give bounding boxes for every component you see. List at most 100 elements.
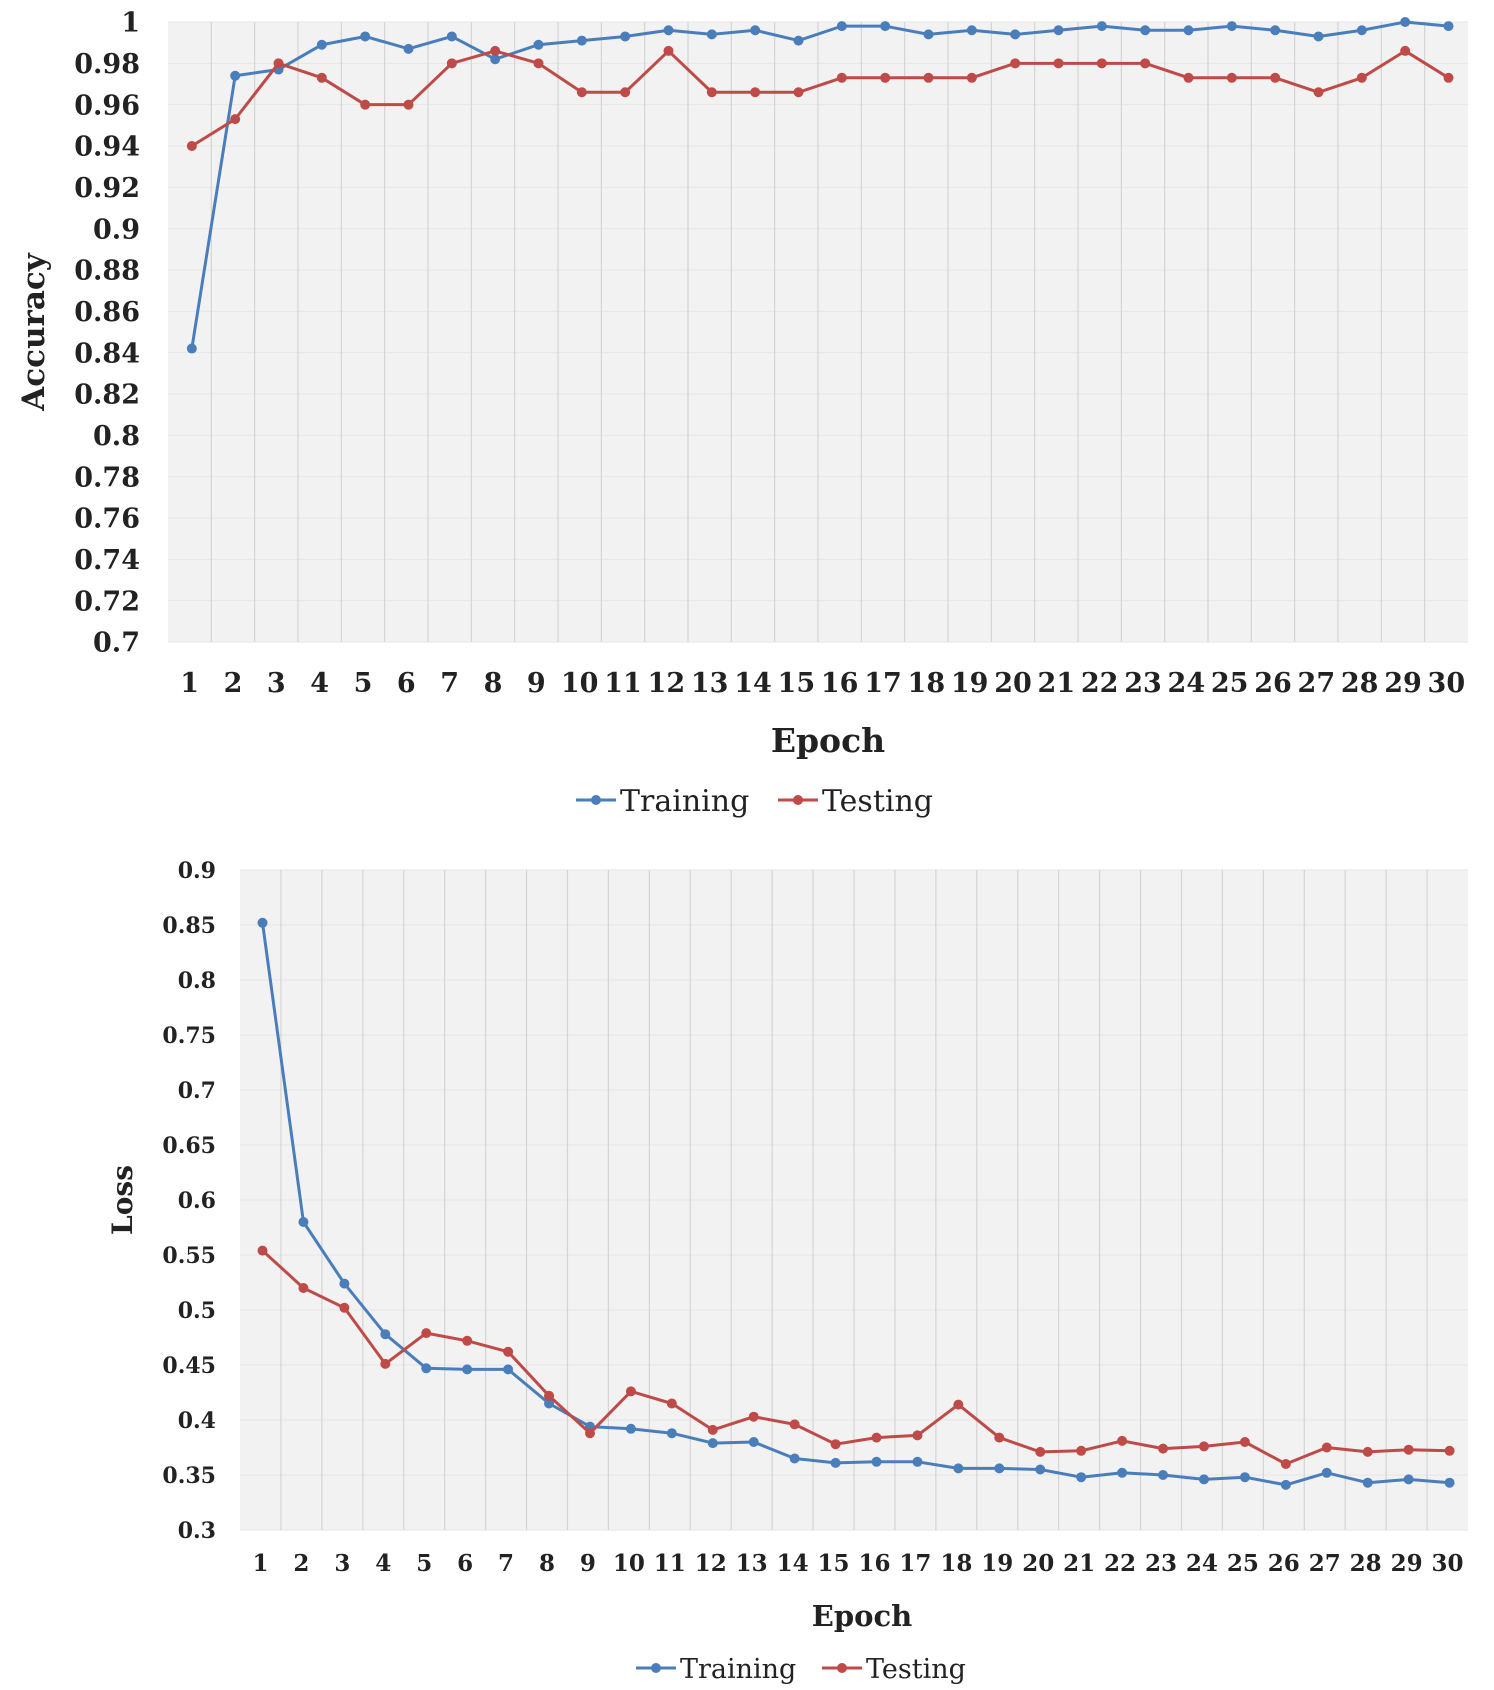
x-tick-label: 18 bbox=[940, 1550, 972, 1577]
data-point-training bbox=[1158, 1470, 1169, 1480]
data-point-training bbox=[230, 70, 241, 81]
data-point-training bbox=[533, 39, 544, 50]
y-tick-label: 0.8 bbox=[178, 968, 216, 994]
data-point-training bbox=[1183, 25, 1194, 36]
y-tick-label: 0.72 bbox=[74, 586, 140, 617]
data-point-testing bbox=[403, 99, 414, 110]
legend-training-marker bbox=[651, 1663, 661, 1673]
data-point-training bbox=[1270, 25, 1281, 36]
x-tick-label: 27 bbox=[1298, 668, 1336, 699]
y-tick-label: 0.78 bbox=[74, 462, 140, 493]
x-axis-title: Epoch bbox=[771, 721, 885, 760]
data-point-training bbox=[1400, 17, 1411, 27]
x-tick-label: 30 bbox=[1432, 1550, 1464, 1577]
x-tick-label: 17 bbox=[899, 1550, 931, 1577]
data-point-testing bbox=[836, 72, 847, 83]
data-point-training bbox=[1140, 25, 1151, 36]
legend-training-marker bbox=[591, 795, 601, 805]
data-point-training bbox=[186, 343, 197, 354]
y-axis-title: Loss bbox=[106, 1165, 139, 1235]
y-tick-label: 0.7 bbox=[178, 1078, 216, 1104]
data-point-training bbox=[298, 1217, 309, 1227]
data-point-testing bbox=[912, 1430, 923, 1441]
data-point-testing bbox=[1117, 1435, 1128, 1446]
data-point-testing bbox=[1280, 1459, 1291, 1469]
x-tick-labels: 1 2 3 4 5 6 7 8 9 10 11 12 13 14 15 16 17 18 19 20 21 22 23 24 2… bbox=[180, 668, 1465, 699]
data-point-training bbox=[544, 1398, 555, 1409]
data-point-training bbox=[257, 917, 268, 928]
data-point-training bbox=[748, 1437, 759, 1447]
x-tick-label: 4 bbox=[375, 1550, 391, 1577]
data-point-testing bbox=[1400, 45, 1411, 56]
y-tick-label: 0.45 bbox=[162, 1353, 216, 1379]
data-point-testing bbox=[1443, 72, 1454, 83]
data-point-training bbox=[446, 31, 457, 42]
data-point-training bbox=[666, 1428, 677, 1439]
data-point-training bbox=[360, 31, 371, 42]
x-tick-label: 7 bbox=[440, 668, 459, 699]
data-point-testing bbox=[707, 1424, 718, 1435]
data-point-testing bbox=[880, 72, 891, 83]
data-point-testing bbox=[257, 1245, 268, 1256]
legend: Training Testing bbox=[576, 784, 933, 819]
y-tick-label: 0.96 bbox=[74, 90, 140, 121]
data-point-testing bbox=[830, 1439, 841, 1450]
series-group bbox=[257, 917, 1455, 1490]
series-group bbox=[186, 17, 1454, 354]
data-point-training bbox=[912, 1456, 923, 1467]
data-point-testing bbox=[186, 141, 197, 151]
y-tick-label: 0.5 bbox=[178, 1298, 216, 1324]
data-point-training bbox=[966, 25, 977, 36]
x-tick-label: 2 bbox=[293, 1550, 309, 1577]
data-point-training bbox=[1444, 1477, 1455, 1488]
data-point-testing bbox=[584, 1428, 595, 1439]
legend-testing-marker bbox=[837, 1663, 847, 1673]
data-point-training bbox=[625, 1423, 636, 1434]
data-point-training bbox=[880, 21, 891, 32]
series-line-training bbox=[190, 20, 1449, 349]
data-point-testing bbox=[446, 58, 457, 69]
x-tick-label: 15 bbox=[818, 1550, 850, 1577]
x-tick-label: 16 bbox=[858, 1550, 890, 1577]
data-point-training bbox=[836, 21, 847, 32]
x-tick-label: 11 bbox=[604, 668, 642, 699]
x-tick-label: 7 bbox=[498, 1550, 514, 1577]
data-point-testing bbox=[750, 87, 761, 98]
x-tick-label: 12 bbox=[695, 1550, 727, 1577]
x-tick-label: 1 bbox=[252, 1550, 268, 1577]
data-point-training bbox=[1076, 1472, 1087, 1483]
x-tick-label: 9 bbox=[580, 1550, 596, 1577]
data-point-training bbox=[1226, 21, 1237, 32]
data-point-testing bbox=[1198, 1441, 1209, 1452]
data-point-training bbox=[339, 1278, 350, 1289]
data-point-training bbox=[490, 54, 501, 65]
grid-lines bbox=[168, 21, 1468, 643]
data-point-training bbox=[1356, 25, 1367, 36]
x-tick-label: 8 bbox=[484, 668, 503, 699]
data-point-training bbox=[1443, 21, 1454, 32]
x-tick-label: 4 bbox=[310, 668, 329, 699]
y-tick-labels: 0.7 0.72 0.74 0.76 0.78 0.8 0.82 0.84 0.86 0.88 0.… bbox=[74, 8, 140, 659]
y-tick-label: 0.85 bbox=[162, 913, 216, 939]
legend-training-label: Training bbox=[680, 1654, 796, 1685]
data-point-testing bbox=[663, 45, 674, 56]
data-point-training bbox=[1321, 1467, 1332, 1478]
data-point-testing bbox=[490, 45, 501, 56]
y-tick-label: 0.3 bbox=[178, 1518, 216, 1544]
x-tick-label: 28 bbox=[1341, 668, 1379, 699]
data-point-testing bbox=[1035, 1446, 1046, 1457]
data-point-testing bbox=[1053, 58, 1064, 69]
y-tick-label: 0.7 bbox=[93, 628, 140, 659]
data-point-testing bbox=[666, 1398, 677, 1409]
data-point-testing bbox=[421, 1328, 432, 1339]
data-point-testing bbox=[298, 1283, 309, 1293]
x-tick-label: 13 bbox=[691, 668, 729, 699]
x-tick-label: 15 bbox=[778, 668, 816, 699]
legend-testing-label: Testing bbox=[822, 784, 933, 819]
x-tick-label: 6 bbox=[397, 668, 416, 699]
accuracy-chart: 0.7 0.72 0.74 0.76 0.78 0.8 0.82 0.84 0.86 0.88 0.… bbox=[16, 8, 1468, 819]
x-tick-label: 9 bbox=[527, 668, 546, 699]
x-tick-label: 19 bbox=[951, 668, 989, 699]
data-point-training bbox=[1096, 21, 1107, 32]
data-point-training bbox=[830, 1457, 841, 1468]
